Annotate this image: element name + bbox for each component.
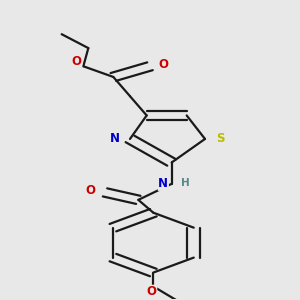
Text: H: H	[181, 178, 189, 188]
Text: S: S	[216, 132, 224, 146]
Text: O: O	[72, 56, 82, 68]
Text: O: O	[85, 184, 95, 197]
Text: O: O	[147, 285, 157, 298]
Text: N: N	[158, 177, 168, 190]
Text: N: N	[110, 132, 120, 146]
Text: O: O	[158, 58, 168, 70]
